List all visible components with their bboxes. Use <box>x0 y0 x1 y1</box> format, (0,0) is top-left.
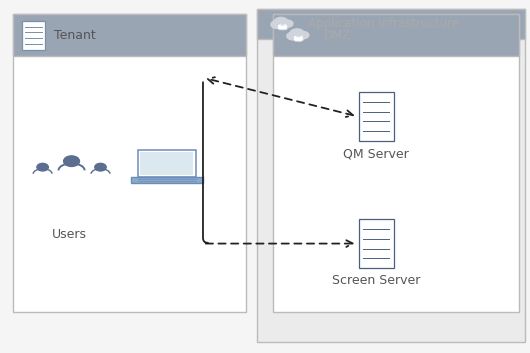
Text: QM Server: QM Server <box>343 147 409 160</box>
FancyBboxPatch shape <box>359 92 393 141</box>
FancyBboxPatch shape <box>359 219 393 268</box>
FancyBboxPatch shape <box>278 24 287 30</box>
FancyBboxPatch shape <box>273 14 519 56</box>
Circle shape <box>37 163 48 171</box>
FancyBboxPatch shape <box>257 9 525 39</box>
Text: Users: Users <box>51 228 86 241</box>
Circle shape <box>95 163 106 171</box>
Circle shape <box>274 17 288 27</box>
FancyBboxPatch shape <box>273 14 519 312</box>
FancyBboxPatch shape <box>13 14 246 56</box>
FancyBboxPatch shape <box>13 14 246 312</box>
Circle shape <box>271 21 282 28</box>
Circle shape <box>64 156 80 167</box>
Circle shape <box>290 29 304 38</box>
Text: Tenant: Tenant <box>54 29 95 42</box>
Circle shape <box>278 22 288 29</box>
Circle shape <box>282 20 293 27</box>
Circle shape <box>287 32 298 40</box>
FancyBboxPatch shape <box>131 176 202 183</box>
FancyBboxPatch shape <box>294 35 303 41</box>
FancyBboxPatch shape <box>140 152 193 175</box>
FancyBboxPatch shape <box>257 9 525 342</box>
Text: Application Infrastructure: Application Infrastructure <box>308 17 459 30</box>
Text: DMZ: DMZ <box>324 29 351 42</box>
Text: Screen Server: Screen Server <box>332 274 420 287</box>
Circle shape <box>298 32 309 38</box>
Circle shape <box>294 34 304 41</box>
FancyBboxPatch shape <box>138 150 196 176</box>
FancyArrowPatch shape <box>208 77 353 117</box>
FancyBboxPatch shape <box>22 21 45 50</box>
